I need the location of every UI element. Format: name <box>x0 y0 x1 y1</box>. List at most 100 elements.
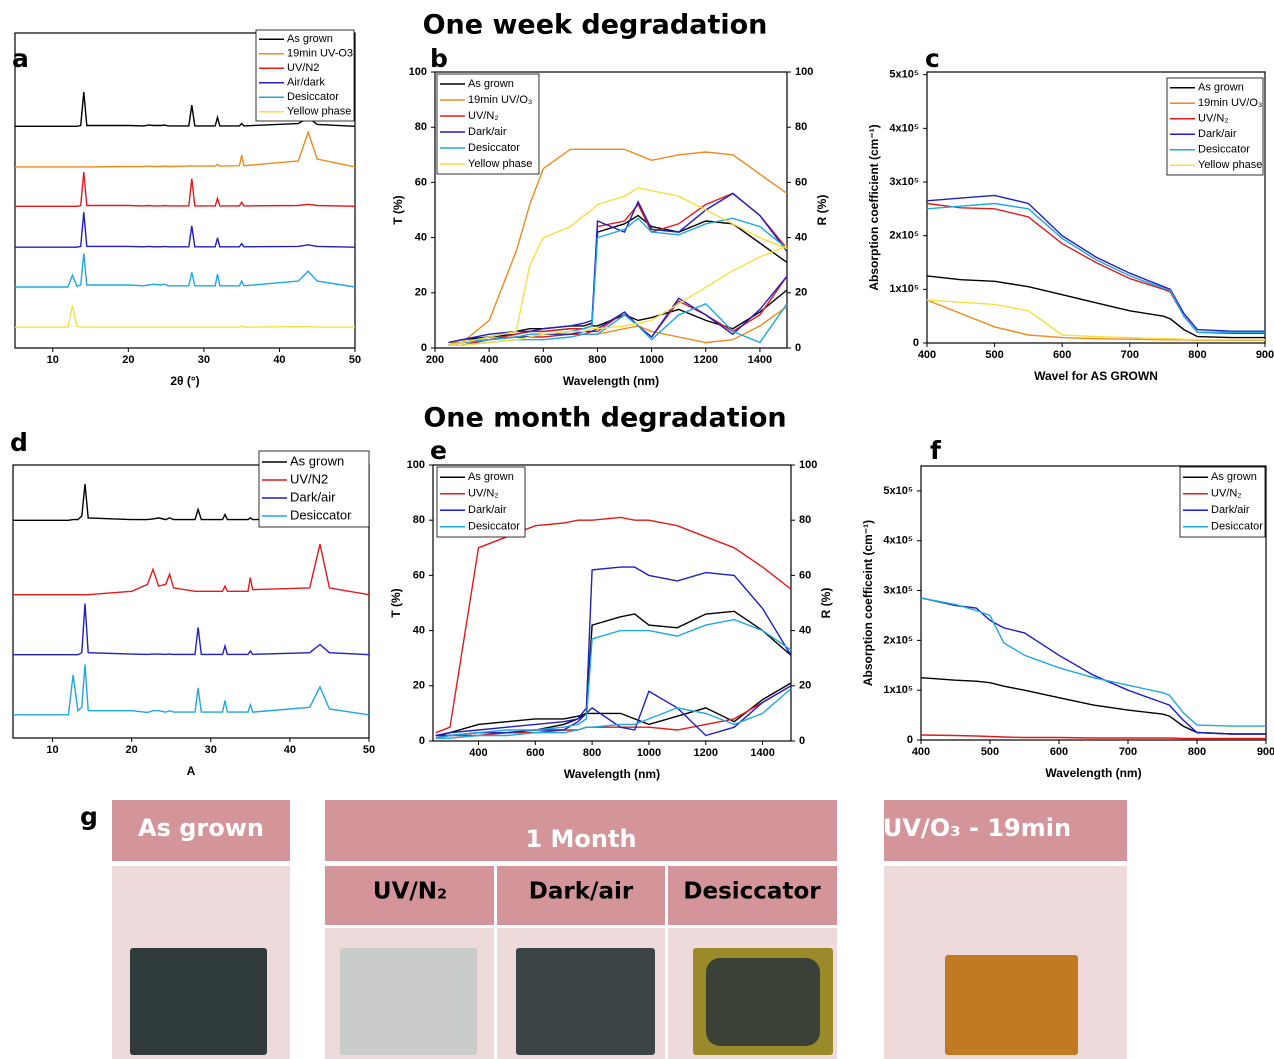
legend-label: Yellow phase <box>1198 159 1262 171</box>
sample-photo-center <box>706 958 820 1046</box>
legend-label: As grown <box>1198 82 1244 94</box>
legend-label: UV/N₂ <box>1211 488 1242 500</box>
series-line <box>13 603 370 656</box>
panel-label: e <box>430 436 447 465</box>
legend-box <box>1179 466 1266 538</box>
y-tick-label: 2x10⁵ <box>883 634 913 646</box>
series-line <box>448 214 788 346</box>
legend-label: As grown <box>1211 471 1257 483</box>
x-axis-label: Wavelength (nm) <box>1045 766 1141 780</box>
series-line <box>926 202 1265 334</box>
x-tick-label: 400 <box>912 746 930 758</box>
series-line-y2 <box>435 685 792 739</box>
series-line <box>926 194 1265 332</box>
y-tick-label: 20 <box>415 287 427 299</box>
series-line <box>435 516 792 734</box>
series-line <box>15 92 356 127</box>
legend-label: Dark/air <box>468 126 507 138</box>
series-line <box>926 299 1265 341</box>
series-line <box>435 566 792 737</box>
legend-label: Desiccator <box>290 507 352 522</box>
panel-label: g <box>80 802 98 831</box>
series-line-y2 <box>435 688 792 739</box>
series-line <box>448 217 788 346</box>
y-tick-label: 60 <box>415 176 427 188</box>
plot-frame <box>14 32 356 349</box>
header-cell <box>112 800 290 861</box>
header-text: As grown <box>138 814 264 842</box>
y-tick-label: 2x10⁵ <box>889 230 919 242</box>
x-tick-label: 800 <box>1188 349 1206 361</box>
y-tick-label: 0 <box>913 337 919 349</box>
x-axis-label: Wavel for AS GROWN <box>1034 369 1158 383</box>
legend-label: As grown <box>468 471 514 483</box>
y-tick-label: 5x10⁵ <box>883 485 913 497</box>
y2-tick-label: 100 <box>795 66 813 78</box>
y-tick-label: 1x10⁵ <box>883 684 913 696</box>
header-cell <box>497 866 665 925</box>
series-line <box>448 187 788 346</box>
x-axis-label: Wavelength (nm) <box>563 374 659 388</box>
chart: c 400 500 600 700 800 900 0 1x10⁵ 2x10⁵ 3x10⁵ 4x10⁵… <box>867 44 1274 383</box>
legend-label: Dark/air <box>1211 504 1250 516</box>
y2-tick-label: 0 <box>795 342 801 354</box>
sample-photo <box>945 955 1078 1055</box>
series-line <box>435 618 792 739</box>
legend-label: 19min UV-O3 <box>287 48 353 60</box>
x-tick-label: 500 <box>981 746 999 758</box>
x-tick-label: 600 <box>1053 349 1071 361</box>
y-axis-label: T (%) <box>389 588 403 617</box>
y-tick-label: 80 <box>415 121 427 133</box>
legend-label: Yellow phase <box>468 158 532 170</box>
y-tick-label: 40 <box>413 625 425 637</box>
header-text: 1 Month <box>525 825 636 853</box>
y-tick-label: 80 <box>413 514 425 526</box>
x-tick-label: 800 <box>583 747 601 759</box>
x-tick-label: 400 <box>469 747 487 759</box>
y-axis-label: Absorption coefficient (cm⁻¹) <box>867 124 881 290</box>
x-tick-label: 600 <box>526 747 544 759</box>
x-tick-label: 700 <box>1119 746 1137 758</box>
y2-tick-label: 60 <box>795 176 807 188</box>
x-tick-label: 20 <box>122 354 134 366</box>
plot-frame <box>434 71 788 349</box>
legend-label: Yellow phase <box>287 106 351 118</box>
series-line <box>435 610 792 737</box>
series-line <box>13 544 370 596</box>
legend-label: UV/N₂ <box>468 110 499 122</box>
plot-frame <box>432 464 792 742</box>
header-cell <box>884 800 1127 861</box>
x-tick-label: 30 <box>198 354 210 366</box>
x-tick-label: 400 <box>480 354 498 366</box>
panel-label: f <box>930 436 942 465</box>
series-line <box>926 299 1265 341</box>
legend-label: UV/N₂ <box>468 488 499 500</box>
y-tick-label: 4x10⁵ <box>889 122 919 134</box>
plot-frame <box>920 465 1267 741</box>
y-tick-label: 60 <box>413 569 425 581</box>
header-text: Desiccator <box>683 879 821 905</box>
legend-box <box>436 73 540 175</box>
legend-label: As grown <box>468 78 514 90</box>
panel-label: b <box>430 44 448 73</box>
x-tick-label: 900 <box>1256 349 1274 361</box>
x-tick-label: 1000 <box>639 354 663 366</box>
sample-panel: g As grown 1 Month UV/O₃ - 19min UV/N₂ D… <box>80 800 1127 1059</box>
y2-tick-label: 20 <box>799 680 811 692</box>
panel-label: d <box>10 428 28 457</box>
series-line <box>15 212 356 248</box>
legend-label: Dark/air <box>1198 128 1237 140</box>
x-tick-label: 40 <box>273 354 285 366</box>
heading: One week degradation <box>423 10 768 41</box>
y-tick-label: 5x10⁵ <box>889 69 919 81</box>
header-cell <box>325 800 837 861</box>
chart: a 10 20 30 40 50 2θ (°) As grown 19min UV-O3 UV/N… <box>12 29 361 388</box>
legend-label: Desiccator <box>468 142 520 154</box>
y-tick-label: 4x10⁵ <box>883 535 913 547</box>
x-tick-label: 800 <box>588 354 606 366</box>
series-line <box>926 275 1265 339</box>
y-tick-label: 100 <box>409 66 427 78</box>
y-axis-label: T (%) <box>391 195 405 224</box>
